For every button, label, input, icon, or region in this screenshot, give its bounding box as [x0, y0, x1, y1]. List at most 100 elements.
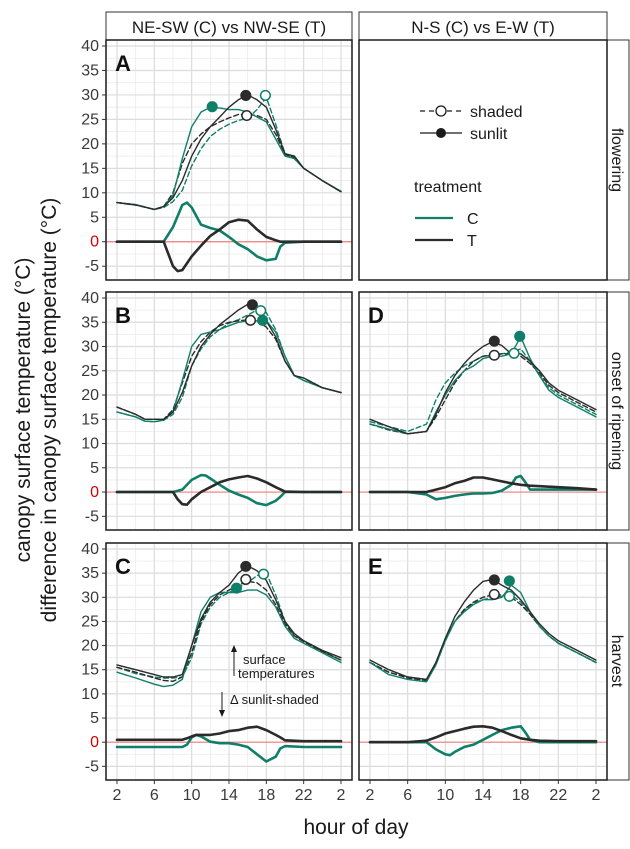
series-T-sunlit — [116, 303, 342, 420]
annotation-delta-label: Δ sunlit-shaded — [230, 692, 319, 707]
peak-marker-C-shaded — [255, 305, 267, 317]
series-C-shaded — [116, 96, 342, 211]
y-tick-label: -5 — [85, 758, 99, 775]
series-T-difference — [368, 725, 598, 744]
panels: A-50510152025303540B-50510152025303540C-… — [81, 38, 608, 804]
y-tick-label: 20 — [81, 387, 99, 404]
y-tick-label: 30 — [81, 589, 99, 606]
panel-A: A -5 0 5 10 15 20 25 30 35 40 — [81, 38, 353, 281]
y-tick-label: 0 — [90, 484, 99, 501]
y-tick-label: 40 — [81, 290, 99, 307]
annotation-surface-line1: surface — [243, 652, 286, 667]
peak-marker-T-shaded — [244, 314, 257, 326]
panel-D: D — [358, 291, 608, 531]
legend-key-sunlit: sunlit — [420, 126, 508, 143]
panel-B: B -5 0 5 10 15 20 25 30 35 40 — [81, 290, 353, 531]
peak-marker-C-sunlit — [230, 582, 243, 594]
peak-marker-T-shaded — [488, 349, 500, 361]
y-tick-label: 10 — [81, 686, 99, 703]
y-tick-label: 25 — [81, 363, 99, 380]
peak-marker-C-sunlit — [514, 330, 526, 342]
y-tick-label: 25 — [81, 111, 99, 128]
series-C-shaded — [369, 348, 597, 433]
y-tick-label: 10 — [81, 185, 99, 202]
legend-key-shaded: shaded — [420, 104, 523, 121]
panel-border — [105, 39, 353, 281]
x-tick-label: 2 — [113, 787, 122, 804]
panel-E: E2 6 10 14 18 22 2 — [358, 542, 608, 804]
annotation-surface-line2: temperatures — [238, 666, 315, 681]
y-tick-label: 10 — [81, 436, 99, 453]
y-tick-label: 25 — [81, 613, 99, 630]
y-tick-label: 15 — [81, 411, 99, 428]
y-tick-label: 30 — [81, 87, 99, 104]
peak-marker-C-shaded — [259, 89, 271, 101]
series-T-shaded — [116, 580, 342, 682]
x-tick-label: 22 — [549, 787, 567, 804]
row-strip-1: flowering — [606, 39, 630, 281]
series-C-sunlit — [116, 589, 342, 688]
peak-marker-T-sunlit — [488, 335, 500, 347]
y-axis-title-2: difference in canopy surface temperature… — [38, 198, 61, 623]
x-axis-title: hour of day — [303, 816, 409, 839]
peak-marker-C-sunlit — [257, 314, 269, 326]
annotation-surface: surface temperatures — [231, 645, 315, 681]
row-strip-2: onset of ripening — [606, 291, 630, 531]
y-tick-label: 40 — [81, 541, 99, 558]
y-tick-label: 20 — [81, 638, 99, 655]
row-strip-2-label: onset of ripening — [608, 352, 625, 470]
x-tick-label: 10 — [183, 787, 201, 804]
peak-marker-T-shaded — [488, 588, 500, 600]
peak-marker-C-shaded — [503, 590, 515, 602]
series-T-sunlit — [116, 94, 342, 211]
series-T-sunlit — [369, 578, 597, 681]
peak-marker-T-sunlit — [246, 299, 258, 311]
x-tick-label: 2 — [592, 787, 601, 804]
peak-marker-C-shaded — [257, 568, 270, 580]
column-strip-1-label: NE-SW (C) vs NW-SE (T) — [132, 18, 326, 37]
series-T-sunlit — [369, 341, 597, 435]
series-C-difference — [115, 733, 343, 763]
y-tick-label: 0 — [90, 234, 99, 251]
peak-marker-C-sunlit — [503, 575, 515, 587]
y-tick-label: 20 — [81, 136, 99, 153]
peak-marker-T-shaded — [241, 109, 253, 122]
legend-key-c: C — [415, 211, 479, 228]
panel-tag-E: E — [368, 554, 383, 579]
row-strip-1-label: flowering — [608, 128, 625, 192]
series-C-difference — [368, 474, 598, 501]
series-T-difference — [115, 725, 343, 743]
y-tick-label: 35 — [81, 565, 99, 582]
annotation-delta: Δ sunlit-shaded — [219, 692, 319, 717]
row-strip-3: harvest — [606, 542, 630, 781]
legend-label-shaded: shaded — [470, 104, 523, 121]
peak-marker-C-shaded — [508, 347, 520, 359]
column-strip-2-label: N-S (C) vs E-W (T) — [411, 18, 555, 37]
legend: shaded sunlit treatment C T — [358, 39, 608, 281]
series-T-difference — [115, 218, 343, 273]
panel-tag-C: C — [115, 554, 131, 579]
y-tick-label: 15 — [81, 160, 99, 177]
y-tick-label: 5 — [90, 209, 99, 226]
y-tick-label: 5 — [90, 710, 99, 727]
x-tick-label: 18 — [257, 787, 275, 804]
y-tick-label: 35 — [81, 314, 99, 331]
y-tick-label: 5 — [90, 460, 99, 477]
x-tick-label: 2 — [337, 787, 346, 804]
legend-title-treatment: treatment — [414, 179, 482, 196]
peak-marker-T-sunlit — [488, 574, 500, 586]
legend-label-t: T — [467, 233, 477, 250]
peak-marker-T-sunlit — [240, 560, 252, 572]
row-strip-3-label: harvest — [608, 635, 625, 688]
peak-marker-T-shaded — [240, 573, 252, 585]
x-tick-label: 6 — [403, 787, 412, 804]
series-T-sunlit — [116, 565, 342, 678]
panel-tag-A: A — [115, 51, 131, 76]
y-tick-label: 15 — [81, 662, 99, 679]
peak-marker-T-sunlit — [240, 89, 252, 101]
y-tick-label: -5 — [85, 258, 99, 275]
series-T-difference — [115, 474, 343, 506]
series-C-difference — [115, 201, 343, 262]
